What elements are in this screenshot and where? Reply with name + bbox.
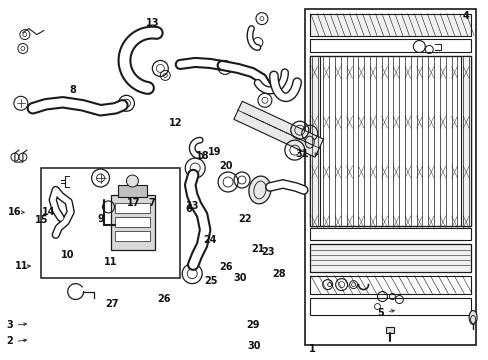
Text: 2: 2 [6,336,13,346]
Text: 12: 12 [168,118,182,128]
Text: 22: 22 [238,214,252,224]
Text: 19: 19 [207,147,221,157]
Bar [309,298,470,315]
Text: 26: 26 [157,294,170,304]
Text: 23: 23 [261,247,274,257]
Bar [309,39,470,53]
Text: 11: 11 [15,261,28,271]
Text: 17: 17 [126,198,140,208]
Bar [309,228,470,240]
Ellipse shape [248,176,270,204]
Text: 6: 6 [185,204,191,214]
Bar [115,203,150,213]
Bar [309,14,470,36]
Circle shape [126,175,138,187]
Text: 20: 20 [219,161,232,171]
Text: 7: 7 [148,198,155,208]
Text: 15: 15 [35,215,48,225]
Text: 13: 13 [146,18,160,28]
Text: 30: 30 [247,341,261,351]
Bar [118,185,147,197]
Text: 21: 21 [251,244,264,254]
Bar [309,244,470,272]
Text: 3: 3 [6,320,13,330]
Text: 5: 5 [377,308,384,318]
Text: 1: 1 [309,343,315,354]
Text: 9: 9 [97,215,104,224]
Text: 10: 10 [61,250,75,260]
Text: 24: 24 [203,235,217,245]
Bar [460,57,470,226]
Bar [386,328,394,333]
Text: 13: 13 [185,201,199,211]
Text: 11: 11 [103,257,117,267]
Text: 16: 16 [8,207,21,217]
Text: 27: 27 [105,299,119,309]
Text: 29: 29 [246,320,260,330]
Text: 14: 14 [42,207,55,217]
Bar [110,195,155,250]
Text: 30: 30 [232,273,246,283]
Ellipse shape [305,136,314,148]
Polygon shape [233,101,323,157]
Text: 26: 26 [219,262,232,272]
Bar [115,231,150,241]
Ellipse shape [468,310,476,324]
Bar [41,168,180,278]
Text: 25: 25 [204,276,218,286]
Text: 18: 18 [196,150,209,161]
Bar [304,9,475,345]
Bar [115,217,150,227]
Text: 28: 28 [271,269,285,279]
Text: 31: 31 [295,149,308,159]
Bar [309,57,470,226]
Bar [309,57,319,226]
Bar [309,276,470,293]
Text: 4: 4 [462,11,468,21]
Text: 8: 8 [69,85,76,95]
